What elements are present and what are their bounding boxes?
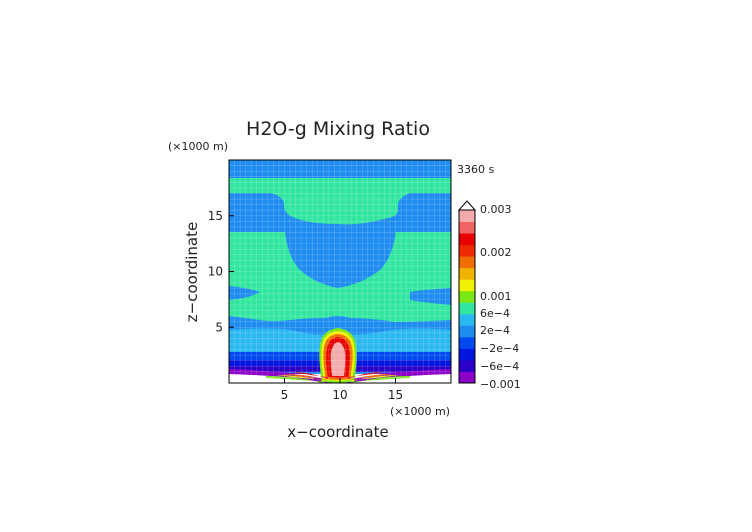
colorbar-frame xyxy=(458,209,476,384)
colorbar: 0.003 0.002 0.001 6e−4 2e−4 −2e−4 −6e−4 −0.001 xyxy=(457,200,521,391)
moist-band-middle xyxy=(229,232,451,322)
colorbar-swatch xyxy=(459,359,475,372)
colorbar-label: −6e−4 xyxy=(480,360,519,373)
colorbar-label: 0.001 xyxy=(480,290,512,303)
colorbar-swatch xyxy=(459,256,475,269)
y-tick-label: 10 xyxy=(208,265,223,279)
colorbar-swatch xyxy=(459,221,475,234)
x-axis: 5 10 15 xyxy=(281,378,403,402)
y-tick-label: 5 xyxy=(215,320,223,334)
colorbar-label: 2e−4 xyxy=(480,324,510,337)
colorbar-swatch xyxy=(459,302,475,315)
colorbar-swatch xyxy=(459,279,475,292)
colorbar-label: 0.002 xyxy=(480,246,512,259)
colorbar-swatch xyxy=(459,290,475,303)
plot-area xyxy=(229,160,451,383)
dry-layer-4 xyxy=(229,369,451,382)
colorbar-swatch xyxy=(459,325,475,338)
colorbar-swatch xyxy=(459,371,475,384)
purple-surface-edge xyxy=(229,370,451,383)
colorbar-swatch xyxy=(459,348,475,361)
chart-title: H2O-g Mixing Ratio xyxy=(246,118,430,140)
colorbar-label: 0.003 xyxy=(480,203,512,216)
colorbar-swatch xyxy=(459,313,475,326)
colorbar-swatch xyxy=(459,336,475,349)
colorbar-swatch xyxy=(459,244,475,257)
colorbar-swatch xyxy=(459,210,475,223)
x-tick-label: 10 xyxy=(332,388,347,402)
colorbar-swatch xyxy=(459,267,475,280)
colorbar-label: −2e−4 xyxy=(480,342,519,355)
y-tick-label: 15 xyxy=(208,209,223,223)
colorbar-swatch xyxy=(459,233,475,246)
y-unit-label: (×1000 m) xyxy=(168,140,228,153)
x-tick-label: 15 xyxy=(388,388,403,402)
y-axis: 5 10 15 xyxy=(208,209,234,334)
moist-band-top xyxy=(229,178,451,225)
x-tick-label: 5 xyxy=(281,388,289,402)
x-axis-title: x−coordinate xyxy=(287,423,388,441)
colorbar-label: 6e−4 xyxy=(480,307,510,320)
grid-lines xyxy=(229,160,451,383)
y-axis-title: z−coordinate xyxy=(183,222,201,322)
time-label: 3360 s xyxy=(457,163,494,176)
x-unit-label: (×1000 m) xyxy=(390,405,450,418)
colorbar-label: −0.001 xyxy=(480,378,521,391)
plume-core xyxy=(330,342,346,376)
colorbar-extend-arrow xyxy=(457,200,477,211)
